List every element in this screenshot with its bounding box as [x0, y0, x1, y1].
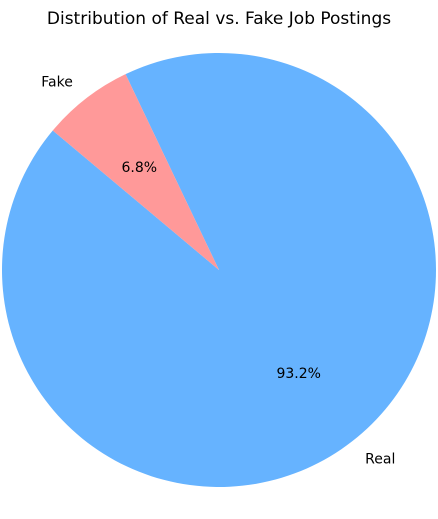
slice-label-fake: Fake	[41, 74, 73, 90]
slice-percent-real: 93.2%	[276, 366, 320, 382]
pie-slice-real	[2, 52, 437, 487]
pie-slice-fake	[52, 74, 219, 270]
chart-title: Distribution of Real vs. Fake Job Postin…	[47, 9, 391, 29]
slice-percent-fake: 6.8%	[121, 160, 157, 176]
pie-slices	[2, 52, 437, 487]
slice-label-real: Real	[365, 452, 395, 468]
pie-labels: Real 93.2% Fake 6.8%	[41, 74, 395, 467]
